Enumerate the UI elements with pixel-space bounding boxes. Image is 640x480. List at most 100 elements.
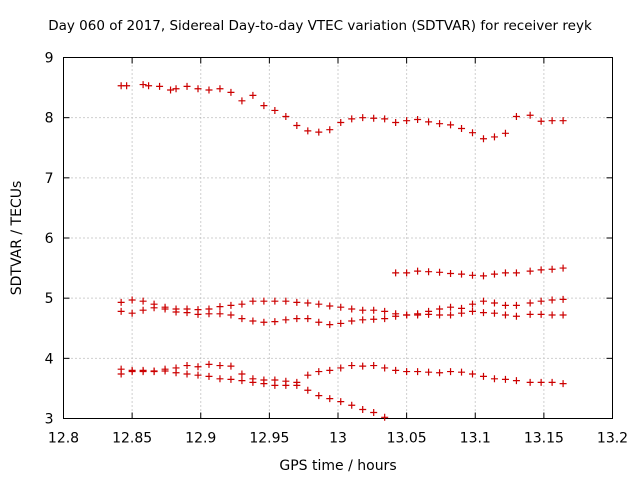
data-point-upper: [139, 81, 147, 89]
data-point-band-3: [249, 378, 257, 386]
data-point-band-3: [161, 367, 169, 375]
data-point-band-5-high: [425, 268, 433, 276]
data-point-upper: [458, 124, 466, 132]
data-point-band-5-high: [447, 269, 455, 277]
data-point-band-5-b: [326, 321, 334, 329]
data-point-upper: [205, 86, 213, 94]
data-point-band-4: [194, 363, 202, 371]
data-point-upper: [559, 117, 567, 125]
data-point-band-3: [128, 368, 136, 376]
data-point-band-4: [537, 378, 545, 386]
data-point-upper: [326, 126, 334, 134]
data-point-band-3: [359, 405, 367, 413]
data-point-band-3: [381, 413, 389, 421]
data-point-band-3: [337, 398, 345, 406]
data-point-band-5-b: [458, 309, 466, 317]
data-point-band-3: [260, 380, 268, 388]
data-point-upper: [167, 86, 175, 94]
data-point-band-5-b: [337, 319, 345, 327]
data-point-band-3: [227, 375, 235, 383]
data-point-band-4: [238, 370, 246, 378]
data-point-band-4: [414, 368, 422, 376]
data-point-band-4: [216, 362, 224, 370]
data-point-band-5-a: [282, 297, 290, 305]
data-point-band-5-b: [392, 312, 400, 320]
data-point-band-3: [150, 368, 158, 376]
data-point-upper: [512, 112, 520, 120]
data-point-band-5-b: [447, 311, 455, 319]
data-point-band-4: [469, 370, 477, 378]
data-point-upper: [447, 121, 455, 129]
data-point-band-5-b: [315, 318, 323, 326]
data-point-upper: [348, 115, 356, 123]
data-point-band-5-high: [458, 270, 466, 278]
data-point-band-5-b: [238, 315, 246, 323]
data-point-band-5-b: [370, 315, 378, 323]
data-point-band-5-a: [559, 295, 567, 303]
data-point-band-5-b: [381, 315, 389, 323]
data-point-upper: [260, 102, 268, 110]
data-point-upper: [526, 111, 534, 119]
data-point-upper: [304, 127, 312, 135]
data-point-band-5-high: [414, 267, 422, 275]
data-point-band-3: [304, 386, 312, 394]
data-point-band-4: [425, 368, 433, 376]
data-point-band-5-b: [194, 310, 202, 318]
data-point-band-3: [139, 368, 147, 376]
data-point-band-5-b: [150, 304, 158, 312]
data-point-upper: [359, 114, 367, 122]
data-point-upper: [123, 82, 131, 90]
data-point-upper: [381, 115, 389, 123]
y-tick-label: 5: [45, 291, 54, 307]
data-point-band-3: [315, 392, 323, 400]
data-point-band-5-b: [117, 307, 125, 315]
data-point-band-5-a: [381, 307, 389, 315]
data-point-band-5-b: [216, 310, 224, 318]
data-point-upper: [227, 88, 235, 96]
data-point-upper: [548, 117, 556, 125]
data-point-band-3: [216, 375, 224, 383]
data-point-band-5-b: [227, 311, 235, 319]
data-point-band-5-high: [479, 272, 487, 280]
data-point-band-3: [172, 369, 180, 377]
data-point-upper: [436, 120, 444, 128]
marker-layer: [117, 81, 567, 421]
data-point-band-5-b: [559, 311, 567, 319]
data-point-band-5-b: [436, 311, 444, 319]
x-tick-label: 13.15: [524, 431, 564, 447]
data-point-band-3: [205, 372, 213, 380]
x-tick-label: 12.8: [48, 431, 79, 447]
data-point-upper: [469, 129, 477, 137]
data-point-band-5-a: [326, 302, 334, 310]
data-point-band-5-high: [403, 269, 411, 277]
data-point-band-5-a: [490, 299, 498, 307]
data-point-band-5-a: [315, 300, 323, 308]
data-point-band-5-b: [490, 309, 498, 317]
data-point-band-4: [183, 362, 191, 370]
data-point-band-5-b: [260, 318, 268, 326]
data-point-upper: [145, 82, 153, 90]
data-point-band-3: [282, 381, 290, 389]
data-point-band-4: [479, 372, 487, 380]
data-point-band-3: [183, 370, 191, 378]
data-point-upper: [392, 118, 400, 126]
data-point-band-5-a: [337, 303, 345, 311]
data-point-band-5-high: [526, 267, 534, 275]
data-point-band-4: [370, 362, 378, 370]
data-point-band-5-a: [227, 301, 235, 309]
data-point-band-5-high: [392, 269, 400, 277]
data-point-upper: [156, 82, 164, 90]
data-point-band-4: [501, 375, 509, 383]
data-point-band-5-b: [304, 315, 312, 323]
data-point-band-5-b: [139, 306, 147, 314]
data-point-band-5-a: [348, 305, 356, 313]
data-point-band-5-high: [436, 268, 444, 276]
data-point-upper: [293, 121, 301, 129]
y-axis-title: SDTVAR / TECUs: [9, 181, 25, 296]
data-point-band-3: [117, 370, 125, 378]
tick-layer: 12.8 12.85 12.9 12.95 13 13.05 13.1 13.15 13.2 3 4…: [45, 51, 629, 447]
data-point-band-3: [326, 395, 334, 403]
data-point-band-5-b: [161, 305, 169, 313]
x-tick-label: 13.05: [387, 431, 427, 447]
y-tick-label: 4: [45, 351, 54, 367]
